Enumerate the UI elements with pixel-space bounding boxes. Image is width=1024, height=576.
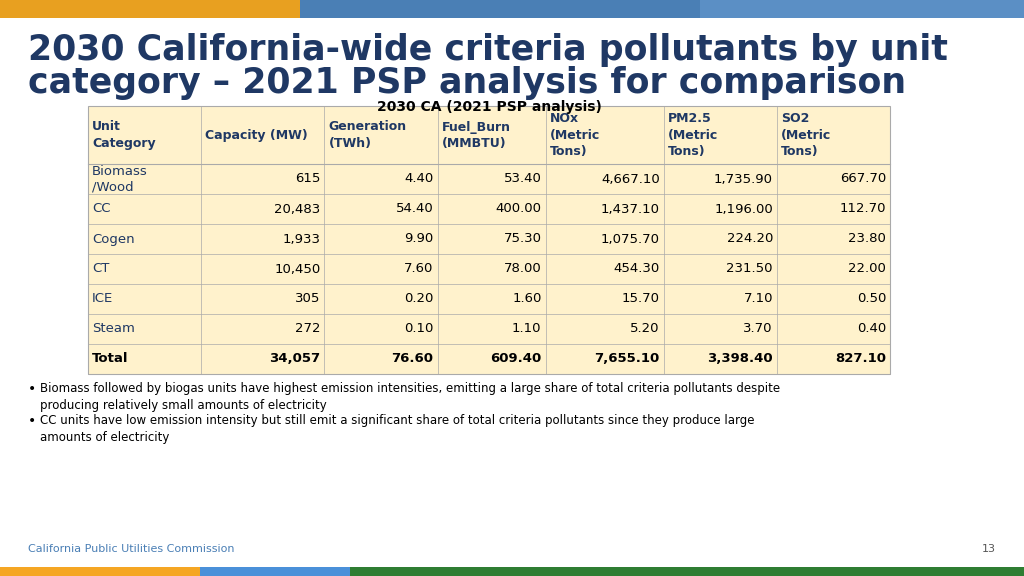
Text: 75.30: 75.30 <box>504 233 542 245</box>
Text: 2030 California-wide criteria pollutants by unit: 2030 California-wide criteria pollutants… <box>28 33 948 67</box>
Text: ICE: ICE <box>92 293 114 305</box>
Text: 7,655.10: 7,655.10 <box>595 353 659 366</box>
Text: 15.70: 15.70 <box>622 293 659 305</box>
Text: Total: Total <box>92 353 128 366</box>
Text: 78.00: 78.00 <box>504 263 542 275</box>
Text: 305: 305 <box>295 293 321 305</box>
Bar <box>0 567 200 576</box>
Text: 827.10: 827.10 <box>835 353 886 366</box>
Text: 272: 272 <box>295 323 321 335</box>
Text: 400.00: 400.00 <box>496 203 542 215</box>
Text: Unit
Category: Unit Category <box>92 120 156 150</box>
Text: 1,933: 1,933 <box>283 233 321 245</box>
Text: CT: CT <box>92 263 110 275</box>
Text: SO2
(Metric
Tons): SO2 (Metric Tons) <box>781 112 831 157</box>
Text: 34,057: 34,057 <box>269 353 321 366</box>
Text: Capacity (MW): Capacity (MW) <box>205 128 308 142</box>
Text: 667.70: 667.70 <box>840 172 886 185</box>
Text: 53.40: 53.40 <box>504 172 542 185</box>
Bar <box>0 0 1024 18</box>
Text: Biomass followed by biogas units have highest emission intensities, emitting a l: Biomass followed by biogas units have hi… <box>40 382 780 411</box>
Text: category – 2021 PSP analysis for comparison: category – 2021 PSP analysis for compari… <box>28 66 906 100</box>
Bar <box>700 0 1024 18</box>
Text: 1.10: 1.10 <box>512 323 542 335</box>
Text: 20,483: 20,483 <box>274 203 321 215</box>
Text: 1,075.70: 1,075.70 <box>601 233 659 245</box>
Text: 7.60: 7.60 <box>404 263 433 275</box>
Bar <box>88 106 890 374</box>
Text: 0.20: 0.20 <box>404 293 433 305</box>
Text: 4.40: 4.40 <box>404 172 433 185</box>
Text: 7.10: 7.10 <box>743 293 773 305</box>
Text: CC units have low emission intensity but still emit a significant share of total: CC units have low emission intensity but… <box>40 414 755 444</box>
Text: 1.60: 1.60 <box>512 293 542 305</box>
Text: Cogen: Cogen <box>92 233 134 245</box>
Text: Generation
(TWh): Generation (TWh) <box>329 120 407 150</box>
Text: Steam: Steam <box>92 323 135 335</box>
Text: 5.20: 5.20 <box>631 323 659 335</box>
Text: 0.50: 0.50 <box>857 293 886 305</box>
Text: 231.50: 231.50 <box>726 263 773 275</box>
Text: 1,196.00: 1,196.00 <box>714 203 773 215</box>
Text: 615: 615 <box>295 172 321 185</box>
Bar <box>350 567 1024 576</box>
Text: 609.40: 609.40 <box>490 353 542 366</box>
Text: 3.70: 3.70 <box>743 323 773 335</box>
Text: Fuel_Burn
(MMBTU): Fuel_Burn (MMBTU) <box>441 120 511 150</box>
Text: 3,398.40: 3,398.40 <box>708 353 773 366</box>
Text: 1,437.10: 1,437.10 <box>601 203 659 215</box>
Text: 2030 CA (2021 PSP analysis): 2030 CA (2021 PSP analysis) <box>377 100 601 114</box>
Text: •: • <box>28 414 36 428</box>
Text: Biomass
/Wood: Biomass /Wood <box>92 165 147 193</box>
Text: 4,667.10: 4,667.10 <box>601 172 659 185</box>
Bar <box>200 567 350 576</box>
Text: 112.70: 112.70 <box>840 203 886 215</box>
Text: 22.00: 22.00 <box>848 263 886 275</box>
Text: 0.40: 0.40 <box>857 323 886 335</box>
Text: 13: 13 <box>982 544 996 554</box>
Text: 454.30: 454.30 <box>613 263 659 275</box>
Text: 0.10: 0.10 <box>404 323 433 335</box>
Text: PM2.5
(Metric
Tons): PM2.5 (Metric Tons) <box>668 112 718 157</box>
Text: 54.40: 54.40 <box>396 203 433 215</box>
Text: CC: CC <box>92 203 111 215</box>
Text: •: • <box>28 382 36 396</box>
Text: 10,450: 10,450 <box>274 263 321 275</box>
Text: 1,735.90: 1,735.90 <box>714 172 773 185</box>
Text: 76.60: 76.60 <box>391 353 433 366</box>
Text: 224.20: 224.20 <box>726 233 773 245</box>
Text: 9.90: 9.90 <box>404 233 433 245</box>
Text: NOx
(Metric
Tons): NOx (Metric Tons) <box>550 112 600 157</box>
Text: California Public Utilities Commission: California Public Utilities Commission <box>28 544 234 554</box>
Text: 23.80: 23.80 <box>848 233 886 245</box>
Bar <box>300 0 1024 18</box>
